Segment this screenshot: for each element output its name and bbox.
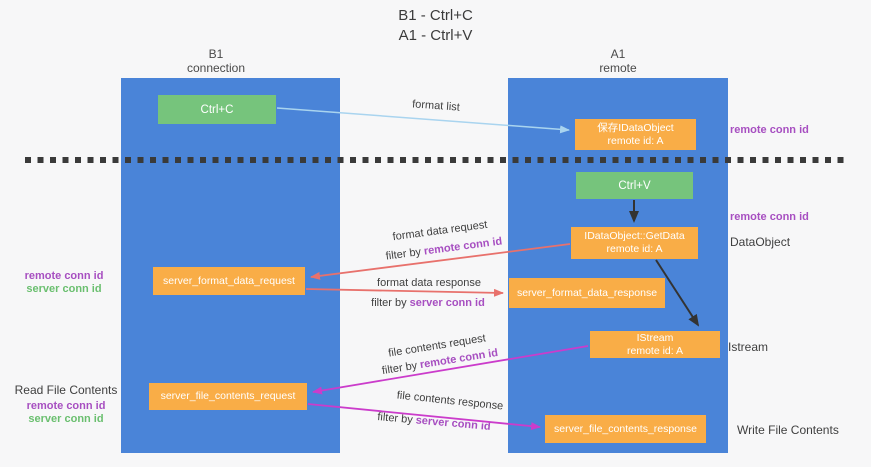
filter-by-text: filter by: [381, 359, 419, 378]
remote-conn-id-text: remote conn id: [423, 235, 503, 258]
server-file-contents-response-label: server_file_contents_response: [553, 422, 697, 435]
label-read-file-contents: Read File Contents: [14, 383, 118, 397]
left-remote-conn-id-1: remote conn id: [24, 270, 104, 282]
lane-header-b1: B1 connection: [126, 47, 306, 75]
ctrl-c-label: Ctrl+C: [200, 103, 234, 116]
node-server-format-data-response: server_format_data_response: [509, 278, 665, 308]
node-idataobject-getdata: IDataObject::GetData remote id: A: [571, 227, 698, 259]
left-conn-id-group-2: remote conn id server conn id: [14, 400, 118, 426]
left-server-conn-id-1: server conn id: [26, 283, 102, 295]
filter-by-text: filter by: [385, 246, 422, 263]
lane-a1-title: A1: [610, 47, 626, 61]
lane-header-a1: A1 remote: [508, 47, 728, 75]
server-file-contents-request-label: server_file_contents_request: [160, 390, 296, 402]
lane-b1-title: B1: [208, 47, 224, 61]
save-idataobject-line2: remote id: A: [607, 134, 664, 147]
title-line-1: B1 - Ctrl+C: [398, 7, 473, 24]
filter-by-text: filter by: [371, 297, 407, 309]
node-server-file-contents-response: server_file_contents_response: [545, 415, 706, 443]
label-dataobject: DataObject: [730, 235, 791, 249]
label-format-list: format list: [411, 98, 461, 114]
node-ctrl-c: Ctrl+C: [158, 95, 276, 124]
lane-a1-subtitle: remote: [599, 61, 637, 75]
label-format-data-response: format data response: [377, 277, 481, 289]
left-conn-id-group-1: remote conn id server conn id: [14, 270, 114, 296]
getdata-line2: remote id: A: [606, 243, 663, 255]
lane-b1-subtitle: connection: [186, 61, 246, 75]
getdata-line1: IDataObject::GetData: [584, 230, 685, 242]
server-conn-id-text: server conn id: [415, 414, 492, 433]
label-filter-by-server-1: filter by server conn id: [371, 297, 485, 309]
label-istream: Istream: [728, 340, 769, 354]
label-write-file-contents: Write File Contents: [737, 423, 839, 437]
istream-line1: IStream: [636, 331, 674, 344]
istream-line2: remote id: A: [626, 344, 684, 357]
title-line-2: A1 - Ctrl+V: [398, 27, 473, 44]
right-remote-conn-id-2: remote conn id: [730, 211, 809, 223]
diagram-title: B1 - Ctrl+C A1 - Ctrl+V: [0, 6, 871, 46]
ctrl-v-label: Ctrl+V: [618, 179, 651, 192]
left-server-conn-id-2: server conn id: [28, 413, 104, 425]
node-server-format-data-request: server_format_data_request: [153, 267, 305, 295]
filter-by-text: filter by: [376, 411, 414, 427]
server-format-data-response-label: server_format_data_response: [516, 286, 658, 299]
dashed-separator-line: [25, 157, 845, 163]
server-format-data-request-label: server_format_data_request: [163, 274, 295, 287]
node-ctrl-v: Ctrl+V: [576, 172, 693, 199]
node-save-idataobject: 保存IDataObject remote id: A: [575, 119, 696, 150]
save-idataobject-line1: 保存IDataObject: [597, 121, 674, 134]
server-conn-id-text: server conn id: [409, 297, 485, 309]
label-file-contents-response: file contents response: [396, 389, 504, 413]
node-istream: IStream remote id: A: [590, 331, 720, 358]
left-remote-conn-id-2: remote conn id: [26, 400, 106, 412]
right-remote-conn-id-1: remote conn id: [730, 124, 809, 136]
label-filter-by-server-2: filter by server conn id: [377, 411, 491, 433]
node-server-file-contents-request: server_file_contents_request: [149, 383, 307, 410]
